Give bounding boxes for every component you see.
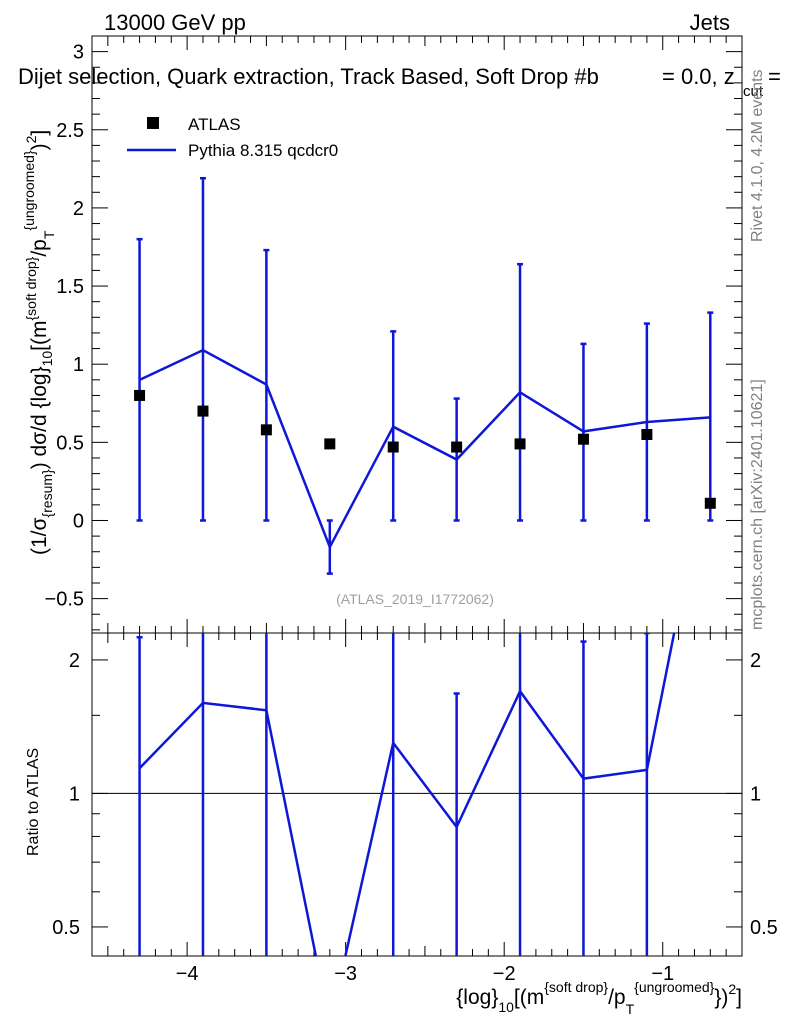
header-subtitle-2: = 0.0, z [662,64,735,89]
header-subtitle-sub: cut [743,83,764,100]
header-jets: Jets [690,10,730,35]
header-energy: 13000 GeV pp [104,10,246,35]
legend-atlas-label: ATLAS [188,115,241,134]
x-axis-title: {log}10[(m{soft drop}/pT{ungroomed}})2] [456,979,742,1017]
y-tick-label: 3 [73,42,84,64]
analysis-watermark: (ATLAS_2019_I1772062) [336,591,494,607]
pythia-line [139,348,711,551]
atlas-point [451,441,463,453]
atlas-point [324,438,336,450]
main-y-axis-title: (1/σ{resum}) dσ/d {log}10[(m{soft drop}/… [21,130,57,555]
y-tick-label: −0.5 [45,589,84,611]
rivet-version-label: Rivet 4.1.0, 4.2M events [749,69,766,242]
ratio-y-tick-label: 2 [69,650,80,672]
atlas-point [641,429,653,441]
main-plot-marks [134,176,716,575]
y-tick-label: 2.5 [56,120,84,142]
ratio-axis-ticks: −4 −3 −2 −1 0.5 0.5 1 1 2 2 [52,633,778,985]
ratio-y-tick-label-right: 1 [750,783,761,805]
header-subtitle: Dijet selection, Quark extraction, Track… [18,64,599,89]
x-tick-label: −4 [176,963,199,985]
ratio-plot-frame [91,632,743,957]
ratio-line [138,633,676,956]
atlas-point [704,497,716,509]
atlas-point [134,389,146,401]
atlas-point [260,424,272,436]
ratio-y-tick-label-right: 0.5 [750,917,778,939]
y-tick-label: 0.5 [56,432,84,454]
y-tick-label: 2 [73,198,84,220]
atlas-point [514,438,526,450]
atlas-point [577,433,589,445]
atlas-point [197,405,209,417]
legend-pythia-label: Pythia 8.315 qcdcr0 [188,141,338,160]
header-subtitle-end: = [768,64,781,89]
x-tick-label: −3 [334,963,357,985]
ratio-y-tick-label: 0.5 [52,917,80,939]
ratio-y-tick-label-right: 2 [750,650,761,672]
legend-atlas-marker [147,117,159,129]
y-tick-label: 1.5 [56,276,84,298]
ratio-y-axis-title: Ratio to ATLAS [25,748,42,856]
ratio-y-tick-label: 1 [69,783,80,805]
atlas-point [387,441,399,453]
x-tick-label: −1 [651,963,674,985]
main-axis-ticks: −0.5 0 0.5 1 1.5 2 2.5 3 [45,36,743,633]
y-tick-label: 1 [73,354,84,376]
y-tick-label: 0 [73,510,84,532]
ratio-plot-marks [92,633,742,956]
mcplots-label: mcplots.cern.ch [arXiv:2401.10621] [749,379,766,630]
x-tick-label: −2 [493,963,516,985]
